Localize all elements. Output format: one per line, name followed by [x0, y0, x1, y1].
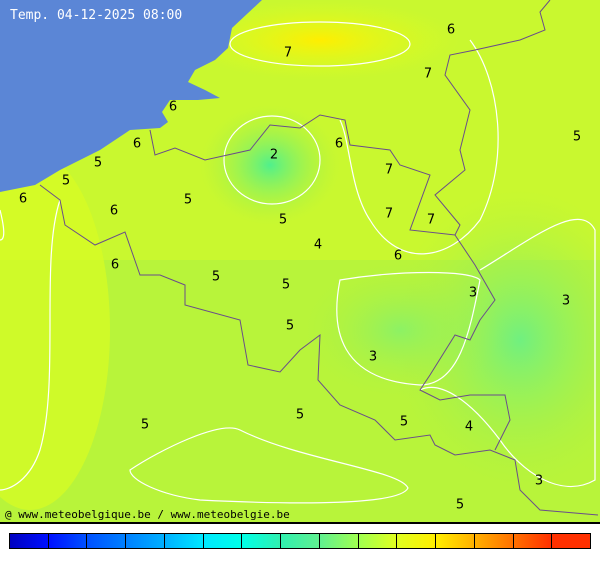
temperature-value: 5 — [399, 414, 409, 430]
credit-text: @ www.meteobelgique.be / www.meteobelgie… — [5, 508, 290, 521]
temperature-value: 7 — [384, 162, 394, 178]
temperature-value: 4 — [464, 419, 474, 435]
temperature-value: 5 — [278, 212, 288, 228]
color-scale-segment — [512, 534, 552, 548]
temperature-value: 3 — [368, 349, 378, 365]
temperature-value: 5 — [140, 417, 150, 433]
color-scale-bar — [9, 533, 591, 549]
isotherm-contours — [0, 21, 596, 504]
temperature-value: 6 — [393, 248, 403, 264]
temperature-value: 6 — [110, 257, 120, 273]
color-scale-segment — [47, 534, 87, 548]
color-scale-segment — [125, 534, 164, 548]
temperature-value: 6 — [132, 136, 142, 152]
color-scale-segment — [551, 534, 591, 548]
temperature-value: 2 — [269, 147, 279, 163]
temperature-value: 5 — [211, 269, 221, 285]
temperature-value: 5 — [285, 318, 295, 334]
color-scale-segment — [86, 534, 126, 548]
color-scale-segment — [435, 534, 474, 548]
temperature-value: 5 — [572, 129, 582, 145]
temperature-value: 5 — [455, 497, 465, 513]
temperature-value: 3 — [468, 285, 478, 301]
temperature-value: 6 — [446, 22, 456, 38]
warm-area — [180, 0, 460, 80]
temperature-value: 3 — [561, 293, 571, 309]
sea — [0, 0, 262, 192]
map-title: Temp. 04-12-2025 08:00 — [10, 8, 183, 23]
temperature-map: Temp. 04-12-2025 08:00 7 6 7 6 6 2 6 5 5 5 7 6 6 5 5 7 7… — [0, 0, 600, 524]
temperature-value: 5 — [183, 192, 193, 208]
cold-area — [200, 105, 340, 225]
color-scale-segment — [241, 534, 281, 548]
temperature-value: 7 — [283, 45, 293, 61]
temperature-value: 5 — [281, 277, 291, 293]
color-scale-segment — [473, 534, 513, 548]
temperature-value: 7 — [426, 212, 436, 228]
temperature-value: 4 — [313, 237, 323, 253]
temperature-value: 5 — [93, 155, 103, 171]
color-scale-segment — [10, 534, 48, 548]
color-scale-segment — [280, 534, 319, 548]
temperature-value: 6 — [18, 191, 28, 207]
temperature-value: 7 — [423, 66, 433, 82]
temperature-value: 7 — [384, 206, 394, 222]
color-scale-segment — [396, 534, 436, 548]
temperature-value: 6 — [168, 99, 178, 115]
temperature-value: 5 — [61, 173, 71, 189]
color-scale-segment — [357, 534, 397, 548]
color-scale-segment — [163, 534, 203, 548]
country-border — [39, 184, 599, 516]
map-canvas — [0, 0, 600, 522]
temperature-value: 3 — [534, 473, 544, 489]
color-scale-segment — [318, 534, 358, 548]
temperature-value: 6 — [334, 136, 344, 152]
temperature-value: 5 — [295, 407, 305, 423]
temperature-value: 6 — [109, 203, 119, 219]
color-scale-segment — [202, 534, 242, 548]
